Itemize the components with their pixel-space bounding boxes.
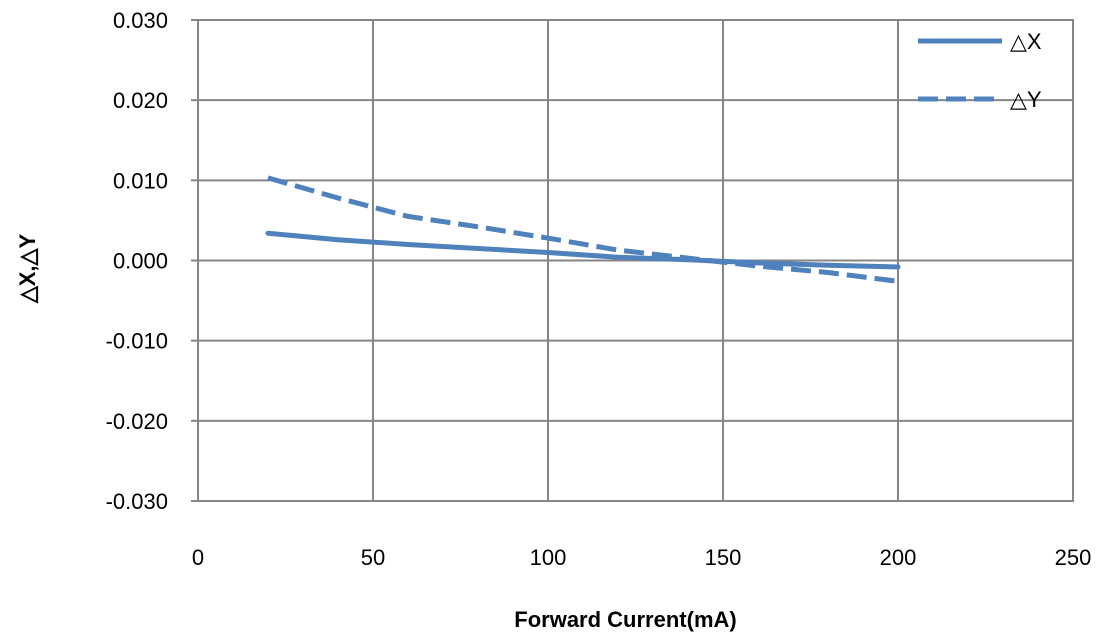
series-lines <box>265 175 901 284</box>
x-tick-label: 100 <box>530 545 567 570</box>
y-tick-label: -0.030 <box>106 489 168 514</box>
x-tick-label: 50 <box>361 545 385 570</box>
legend: △X △Y <box>918 29 1042 112</box>
y-tick-label: 0.020 <box>113 88 168 113</box>
y-tick-label: 0.000 <box>113 249 168 274</box>
y-axis-title: △X,△Y <box>15 234 40 305</box>
legend-label: △X <box>1010 29 1042 54</box>
legend-label: △Y <box>1010 87 1042 112</box>
y-tick-label: 0.010 <box>113 168 168 193</box>
y-tick-label: -0.010 <box>106 329 168 354</box>
tick-labels: 0.030 0.020 0.010 0.000 -0.010 -0.020 -0.030 0 5… <box>106 8 1092 570</box>
x-tick-label: 150 <box>705 545 742 570</box>
x-tick-label: 0 <box>192 545 204 570</box>
y-tick-label: -0.020 <box>106 409 168 434</box>
x-axis-title: Forward Current(mA) <box>514 607 736 632</box>
x-tick-label: 200 <box>880 545 917 570</box>
x-tick-label: 250 <box>1055 545 1092 570</box>
y-tick-label: 0.030 <box>113 8 168 33</box>
grid <box>191 19 1074 502</box>
series-line-delta-x <box>265 230 901 270</box>
series-line-delta-y <box>267 175 899 284</box>
